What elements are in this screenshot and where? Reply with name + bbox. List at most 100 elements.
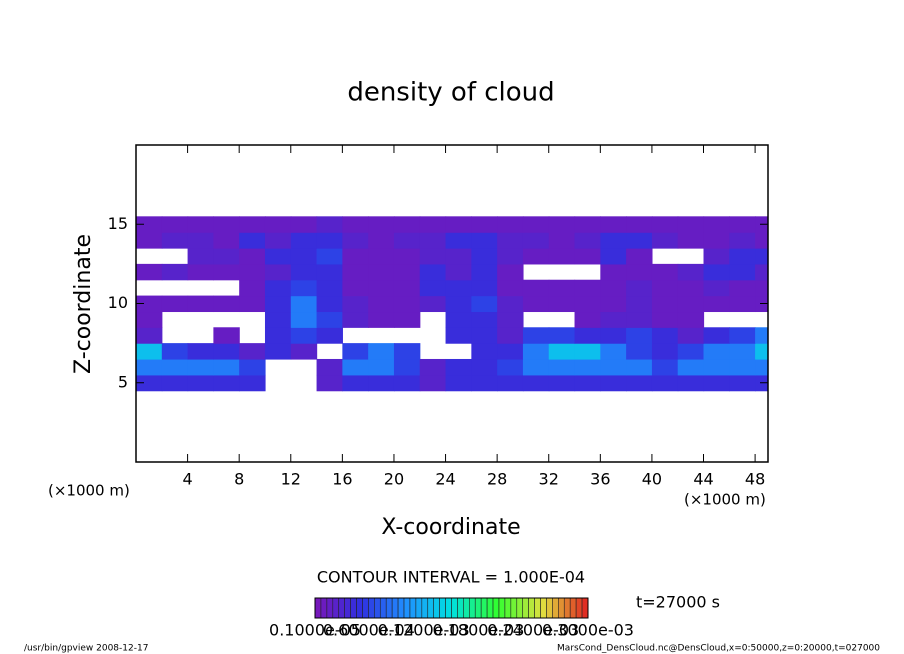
cell xyxy=(755,327,768,344)
cell xyxy=(368,295,395,313)
color-swatch xyxy=(540,597,547,619)
cell xyxy=(393,216,421,233)
cell xyxy=(574,216,601,233)
cell xyxy=(419,374,447,392)
cell xyxy=(497,374,524,392)
color-swatch xyxy=(534,597,541,619)
cell xyxy=(677,358,705,376)
color-swatch xyxy=(415,597,423,619)
cell xyxy=(755,232,768,249)
cell xyxy=(213,216,240,233)
cell xyxy=(213,374,240,392)
cell xyxy=(239,248,266,265)
cell xyxy=(626,343,653,360)
cell xyxy=(213,343,240,360)
cell xyxy=(419,232,447,249)
cell xyxy=(419,279,447,297)
cell xyxy=(677,311,705,328)
cell xyxy=(213,263,240,281)
cell xyxy=(677,374,705,392)
cell xyxy=(161,216,189,233)
cell xyxy=(626,311,653,328)
cell xyxy=(290,248,318,265)
cell xyxy=(290,327,318,344)
colorbar: 0.1000e-050.6000e-040.1200e-030.1800e-03… xyxy=(269,597,634,640)
cell xyxy=(342,216,369,233)
cell xyxy=(316,263,343,281)
cell xyxy=(497,343,524,360)
color-swatch xyxy=(314,597,322,619)
cell xyxy=(497,263,524,281)
cell xyxy=(368,232,395,249)
cell xyxy=(316,216,343,233)
color-swatch xyxy=(397,597,405,619)
colorbar-label: 0.1800e-03 xyxy=(432,621,524,640)
cell xyxy=(497,248,524,265)
cell xyxy=(703,216,730,233)
cell xyxy=(471,248,498,265)
cell xyxy=(729,343,756,360)
cell xyxy=(600,263,627,281)
cell xyxy=(471,374,498,392)
cell xyxy=(316,374,343,392)
cell xyxy=(548,358,576,376)
cell xyxy=(342,343,369,360)
colorbar-label: 0.2400e-03 xyxy=(487,621,579,640)
y-tick-label: 10 xyxy=(108,293,128,312)
cell xyxy=(626,263,653,281)
color-swatch xyxy=(409,597,417,619)
cell xyxy=(213,295,240,313)
cell xyxy=(393,358,421,376)
cell xyxy=(264,343,292,360)
cell xyxy=(651,327,679,344)
cell xyxy=(548,216,576,233)
colorbar-label: 0.3000e-03 xyxy=(542,621,634,640)
cell xyxy=(316,311,343,328)
cell xyxy=(419,295,447,313)
cell xyxy=(187,216,214,233)
cell xyxy=(471,263,498,281)
x-tick-label: 44 xyxy=(693,470,713,489)
contour-interval: CONTOUR INTERVAL = 1.000E-04 xyxy=(317,568,585,587)
cell xyxy=(264,295,292,313)
cell xyxy=(445,216,472,233)
cell xyxy=(522,295,550,313)
color-swatch xyxy=(445,597,452,619)
cell xyxy=(677,216,705,233)
cell xyxy=(471,343,498,360)
footer-right: MarsCond_DensCloud.nc@DensCloud,x=0:5000… xyxy=(557,644,880,654)
cell xyxy=(419,358,447,376)
color-swatch xyxy=(379,597,387,619)
cell xyxy=(497,279,524,297)
cell xyxy=(600,343,627,360)
cell xyxy=(316,295,343,313)
cell xyxy=(703,358,730,376)
color-swatch xyxy=(463,597,470,619)
x-unit-label: (×1000 m) xyxy=(684,491,766,509)
cell xyxy=(136,374,163,392)
x-tick-label: 12 xyxy=(281,470,301,489)
cell xyxy=(600,295,627,313)
cell xyxy=(600,374,627,392)
cell xyxy=(729,327,756,344)
cell xyxy=(471,358,498,376)
cell xyxy=(393,248,421,265)
cell xyxy=(651,263,679,281)
color-swatch xyxy=(486,597,494,619)
cell xyxy=(677,343,705,360)
cell xyxy=(574,232,601,249)
color-swatch xyxy=(338,597,345,619)
cell xyxy=(290,263,318,281)
cell xyxy=(445,374,472,392)
cell xyxy=(471,327,498,344)
cell xyxy=(187,232,214,249)
color-swatch xyxy=(374,597,381,619)
color-swatch xyxy=(350,597,357,619)
cell xyxy=(342,358,369,376)
cell xyxy=(342,374,369,392)
cell xyxy=(290,232,318,249)
cell xyxy=(522,216,550,233)
color-swatch xyxy=(368,597,375,619)
cell xyxy=(651,374,679,392)
color-swatch xyxy=(581,597,589,619)
